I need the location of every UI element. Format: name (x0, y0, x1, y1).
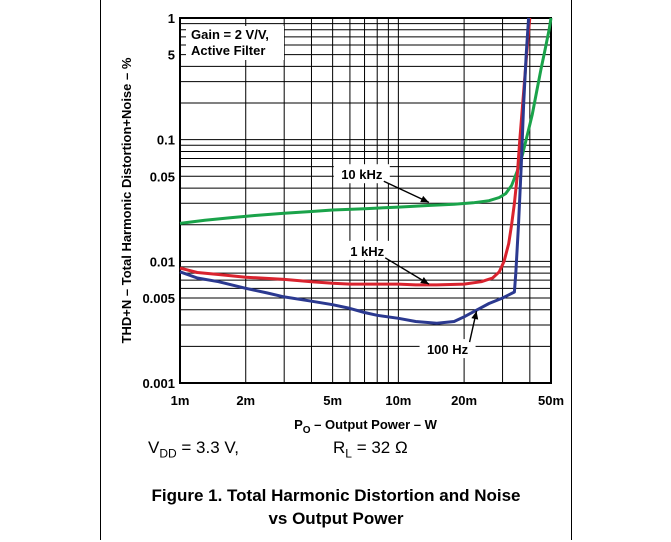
x-tick-label: 5m (323, 393, 342, 408)
series-arrow (383, 180, 430, 204)
y-axis-label: THD+N – Total Harmonic Distortion+Noise … (119, 57, 134, 343)
series-label: 1 kHz (350, 244, 384, 259)
y-tick-label: 0.1 (157, 133, 175, 148)
annotation-box (186, 26, 284, 60)
y-tick-label: 0.005 (142, 291, 175, 306)
plot-border (179, 17, 552, 384)
x-tick-label: 1m (171, 393, 190, 408)
series-label: 10 kHz (341, 167, 383, 182)
annotation-text: Gain = 2 V/V, (191, 27, 269, 42)
x-tick-label: 10m (385, 393, 411, 408)
x-tick-label: 2m (236, 393, 255, 408)
y-tick-label: 0.01 (150, 254, 175, 269)
chart-grid (179, 17, 552, 384)
series-arrowhead (420, 195, 429, 203)
thd-chart: 1m 2m 5m 10m 20m 50m 1 5 0.1 0.05 0.01 0.005 0.001 PO… (119, 11, 564, 436)
chart-labels: 1m 2m 5m 10m 20m 50m 1 5 0.1 0.05 0.01 0.005 0.001 PO… (119, 11, 564, 436)
figure-frame (100, 0, 572, 540)
y-tick-label: 0.05 (150, 169, 175, 184)
figure-caption-line1: Figure 1. Total Harmonic Distortion and … (151, 486, 521, 505)
series-arrow (384, 257, 430, 285)
series-label-bg (419, 339, 476, 359)
series-line-100-hz (179, 17, 531, 325)
series-label-bg (343, 240, 392, 260)
y-tick-label: 1 (168, 11, 175, 26)
series-label-bg (333, 164, 390, 184)
x-tick-label: 50m (538, 393, 564, 408)
x-axis-label: PO – Output Power – W (294, 417, 438, 436)
series-arrowhead (420, 276, 429, 285)
y-tick-label: 5 (168, 48, 175, 63)
series-label: 100 Hz (427, 342, 469, 357)
chart-series (179, 17, 553, 325)
annotation-text: Active Filter (191, 43, 265, 58)
x-tick-label: 20m (451, 393, 477, 408)
vdd-condition: VDD = 3.3 V, (148, 438, 239, 461)
series-line-1-khz (179, 17, 532, 287)
figure-caption-line2: vs Output Power (268, 509, 404, 528)
rl-condition: RL = 32 Ω (333, 438, 408, 461)
series-arrowhead (471, 311, 479, 320)
series-line-10-khz (179, 17, 553, 225)
y-tick-label: 0.001 (142, 376, 175, 391)
